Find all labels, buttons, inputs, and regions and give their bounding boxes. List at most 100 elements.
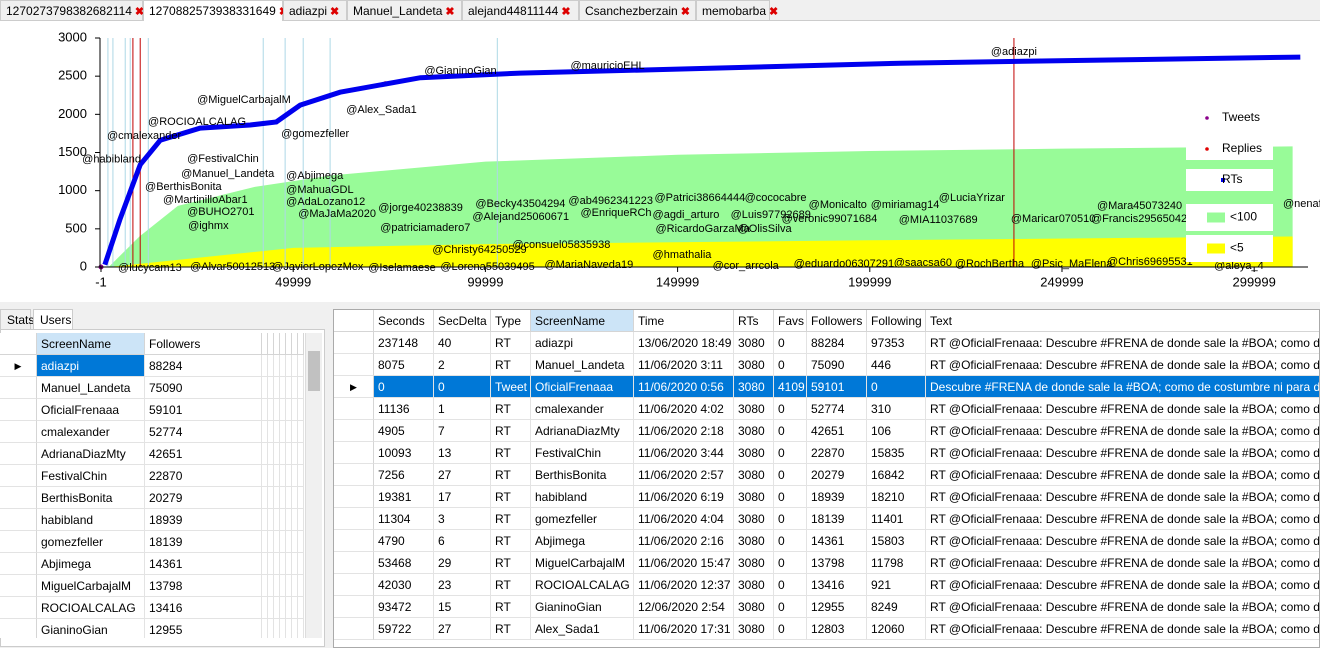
cell[interactable]: 11401	[867, 508, 926, 530]
header-cell[interactable]: ScreenName	[37, 333, 145, 355]
cell[interactable]: 0	[774, 618, 807, 640]
cell[interactable]: 42651	[145, 443, 262, 465]
cell[interactable]: 4109	[774, 376, 807, 398]
cell[interactable]: Manuel_Landeta	[37, 377, 145, 399]
cell[interactable]: 7256	[374, 464, 434, 486]
cell[interactable]: Abjimega	[531, 530, 634, 552]
cell[interactable]: BerthisBonita	[531, 464, 634, 486]
cell[interactable]: Abjimega	[37, 553, 145, 575]
tab-close[interactable]: ✖	[769, 6, 779, 18]
cell[interactable]: 0	[774, 354, 807, 376]
cell[interactable]: RT @OficialFrenaaa: Descubre #FRENA de d…	[926, 354, 1319, 376]
cell[interactable]: RT @OficialFrenaaa: Descubre #FRENA de d…	[926, 486, 1319, 508]
cell[interactable]: 3080	[734, 596, 774, 618]
cell[interactable]: 0	[774, 332, 807, 354]
cell[interactable]: 11/06/2020 4:02	[634, 398, 734, 420]
row-header[interactable]	[0, 487, 37, 509]
header-cell[interactable]: Following	[867, 310, 926, 332]
cell[interactable]: 93472	[374, 596, 434, 618]
cell[interactable]: 0	[774, 508, 807, 530]
cell[interactable]: 11/06/2020 0:56	[634, 376, 734, 398]
row-header[interactable]	[0, 597, 37, 619]
row-header[interactable]	[334, 420, 374, 442]
row-header[interactable]	[0, 377, 37, 399]
tab[interactable]: 1270273798382682114 ✖	[0, 0, 144, 20]
cell[interactable]: RT @OficialFrenaaa: Descubre #FRENA de d…	[926, 464, 1319, 486]
cell[interactable]: 0	[774, 398, 807, 420]
cell[interactable]: 11/06/2020 4:04	[634, 508, 734, 530]
cell[interactable]: 3080	[734, 486, 774, 508]
cell[interactable]: cmalexander	[531, 398, 634, 420]
cell[interactable]: 11304	[374, 508, 434, 530]
cell[interactable]: 0	[774, 530, 807, 552]
cell[interactable]: RT @OficialFrenaaa: Descubre #FRENA de d…	[926, 618, 1319, 640]
cell[interactable]: 13798	[807, 552, 867, 574]
cell[interactable]: 88284	[807, 332, 867, 354]
header-cell[interactable]: Followers	[145, 333, 262, 355]
cell[interactable]: 3	[434, 508, 491, 530]
cell[interactable]: 53468	[374, 552, 434, 574]
cell[interactable]: 310	[867, 398, 926, 420]
cell[interactable]: 0	[774, 552, 807, 574]
cell[interactable]: 42030	[374, 574, 434, 596]
cell[interactable]: 11798	[867, 552, 926, 574]
header-cell[interactable]: ScreenName	[531, 310, 634, 332]
tab[interactable]: 1270882573938331649✖	[143, 0, 288, 21]
cell[interactable]: 3080	[734, 618, 774, 640]
cell[interactable]: 13416	[807, 574, 867, 596]
tab[interactable]: memobarba ✖	[696, 0, 778, 20]
tab[interactable]: Manuel_Landeta ✖	[347, 0, 462, 20]
cell[interactable]: RT	[491, 618, 531, 640]
row-header[interactable]	[334, 442, 374, 464]
header-cell[interactable]: RTs	[734, 310, 774, 332]
cell[interactable]: 13798	[145, 575, 262, 597]
cell[interactable]: 3080	[734, 530, 774, 552]
cell[interactable]: RT @OficialFrenaaa: Descubre #FRENA de d…	[926, 398, 1319, 420]
cell[interactable]: 19381	[374, 486, 434, 508]
cell[interactable]: Descubre #FRENA de donde sale la #BOA; c…	[926, 376, 1319, 398]
cell[interactable]: GianinoGian	[37, 619, 145, 638]
cell[interactable]: RT	[491, 420, 531, 442]
cell[interactable]: 11/06/2020 2:16	[634, 530, 734, 552]
cell[interactable]: RT @OficialFrenaaa: Descubre #FRENA de d…	[926, 442, 1319, 464]
row-header[interactable]	[0, 443, 37, 465]
cell[interactable]: 1	[434, 398, 491, 420]
cell[interactable]: RT	[491, 574, 531, 596]
cell[interactable]: 11/06/2020 17:31	[634, 618, 734, 640]
row-header[interactable]	[334, 486, 374, 508]
cell[interactable]: 22870	[807, 442, 867, 464]
sub-tab[interactable]: Stats	[0, 309, 34, 329]
cell[interactable]: 12060	[867, 618, 926, 640]
sub-tab[interactable]: Users	[33, 309, 73, 329]
row-header[interactable]	[334, 552, 374, 574]
cell[interactable]: 11136	[374, 398, 434, 420]
header-cell[interactable]: Favs	[774, 310, 807, 332]
cell[interactable]: 4905	[374, 420, 434, 442]
cell[interactable]: RT	[491, 354, 531, 376]
cell[interactable]: 17	[434, 486, 491, 508]
row-header[interactable]	[334, 332, 374, 354]
cell[interactable]: 97353	[867, 332, 926, 354]
row-header[interactable]	[334, 354, 374, 376]
cell[interactable]: RT @OficialFrenaaa: Descubre #FRENA de d…	[926, 552, 1319, 574]
cell[interactable]: 3080	[734, 354, 774, 376]
cell[interactable]: GianinoGian	[531, 596, 634, 618]
cell[interactable]: 13/06/2020 18:49	[634, 332, 734, 354]
row-header[interactable]	[0, 531, 37, 553]
cell[interactable]: 18139	[807, 508, 867, 530]
cell[interactable]: 12955	[145, 619, 262, 638]
cell[interactable]: 0	[774, 464, 807, 486]
cell[interactable]: 3080	[734, 332, 774, 354]
cell[interactable]: 18139	[145, 531, 262, 553]
cell[interactable]: 3080	[734, 464, 774, 486]
cell[interactable]: 12803	[807, 618, 867, 640]
cell[interactable]: cmalexander	[37, 421, 145, 443]
cell[interactable]: RT	[491, 552, 531, 574]
cell[interactable]: 12/06/2020 2:54	[634, 596, 734, 618]
cell[interactable]: 13416	[145, 597, 262, 619]
cell[interactable]: 0	[774, 442, 807, 464]
row-header[interactable]	[334, 398, 374, 420]
cell[interactable]: 8249	[867, 596, 926, 618]
cell[interactable]: 11/06/2020 3:44	[634, 442, 734, 464]
row-header[interactable]	[0, 575, 37, 597]
